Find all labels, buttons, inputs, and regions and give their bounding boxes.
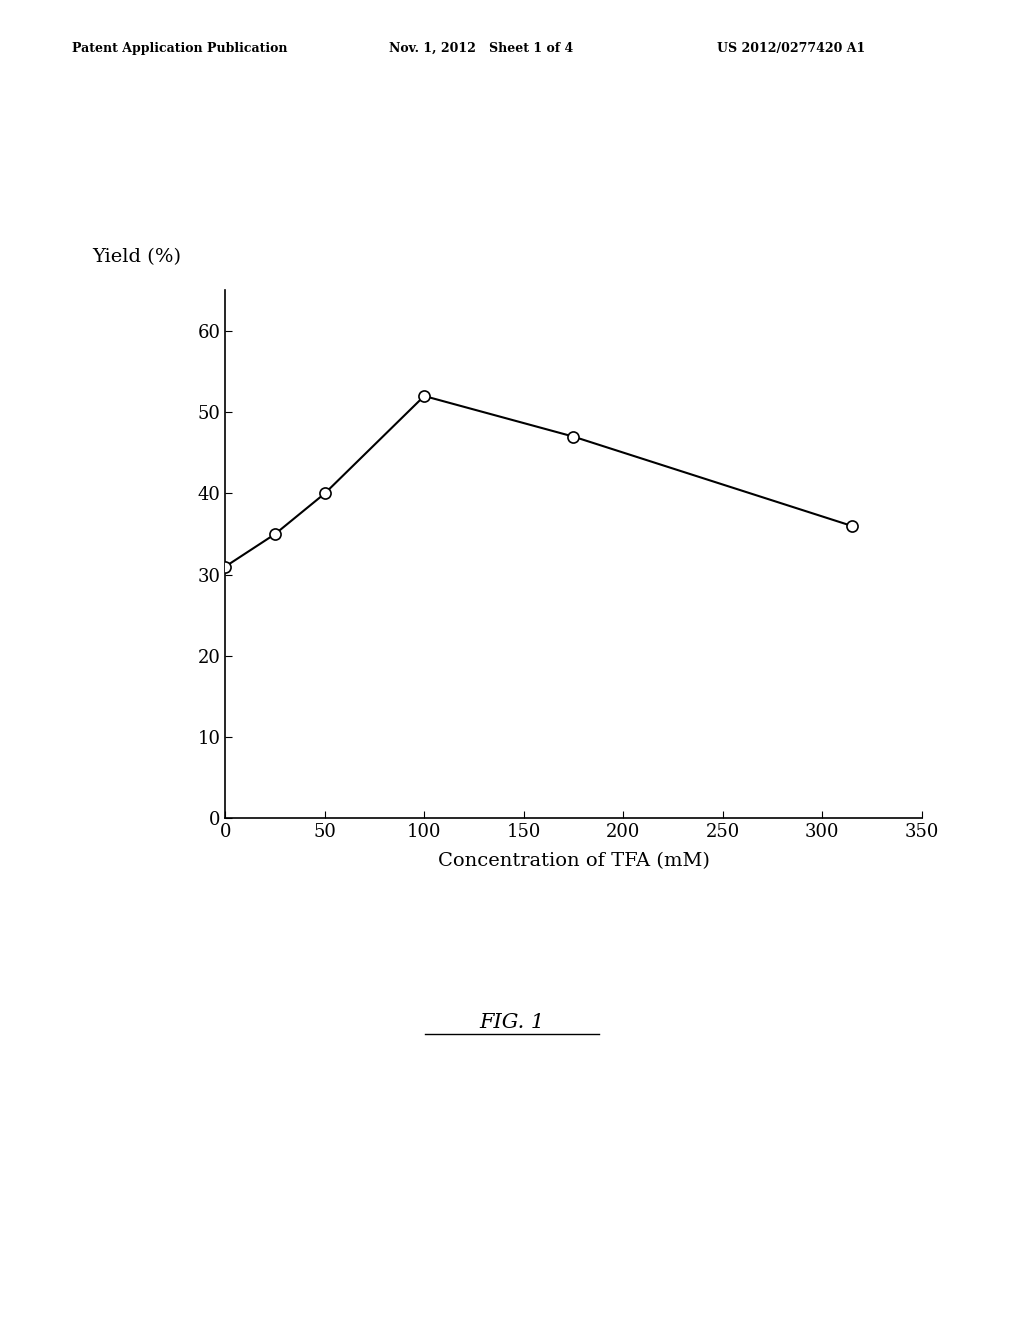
Text: Yield (%): Yield (%)	[92, 248, 181, 267]
Text: US 2012/0277420 A1: US 2012/0277420 A1	[717, 42, 865, 55]
Text: FIG. 1: FIG. 1	[479, 1014, 545, 1032]
X-axis label: Concentration of TFA (mM): Concentration of TFA (mM)	[437, 853, 710, 870]
Text: Nov. 1, 2012   Sheet 1 of 4: Nov. 1, 2012 Sheet 1 of 4	[389, 42, 573, 55]
Text: Patent Application Publication: Patent Application Publication	[72, 42, 287, 55]
